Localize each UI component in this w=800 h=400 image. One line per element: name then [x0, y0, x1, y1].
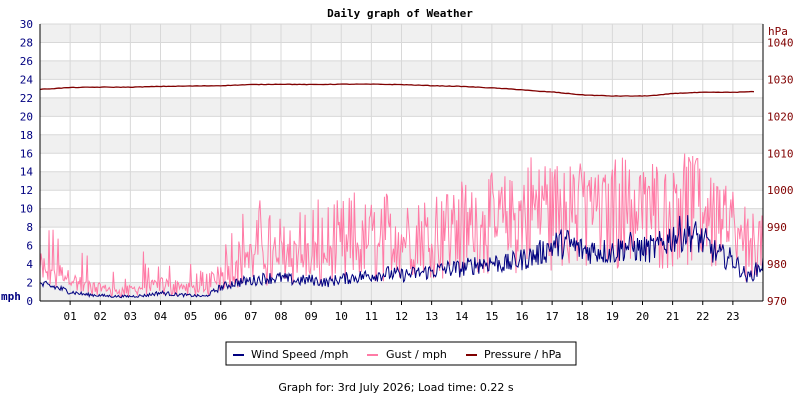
left-tick-label: 24	[20, 73, 34, 86]
x-tick-label: 13	[425, 310, 438, 323]
x-tick-label: 10	[335, 310, 348, 323]
x-axis-ticks: 01 02 03 04 05 06 07 08 09 10 11 12 13 14 15 16 17 18 19 20…	[64, 301, 740, 323]
x-tick-label: 09	[305, 310, 318, 323]
right-tick-label: 980	[767, 258, 787, 271]
legend-pressure-label: Pressure / hPa	[484, 348, 562, 361]
wind-speed-series-line	[39, 215, 764, 299]
left-tick-label: 28	[20, 36, 33, 49]
x-tick-label: 05	[184, 310, 197, 323]
x-tick-label: 14	[455, 310, 469, 323]
left-tick-label: 12	[20, 184, 33, 197]
x-tick-label: 20	[636, 310, 649, 323]
x-tick-label: 17	[546, 310, 559, 323]
x-tick-label: 16	[515, 310, 528, 323]
x-tick-label: 19	[606, 310, 619, 323]
x-tick-label: 06	[214, 310, 227, 323]
left-axis-unit-label: mph	[1, 290, 21, 303]
right-tick-label: 1030	[767, 73, 794, 86]
x-tick-label: 01	[64, 310, 77, 323]
left-tick-label: 20	[20, 110, 33, 123]
right-tick-label: 1040	[767, 36, 794, 49]
left-tick-label: 22	[20, 92, 33, 105]
x-tick-label: 18	[576, 310, 589, 323]
left-tick-label: 14	[20, 166, 34, 179]
x-tick-label: 21	[666, 310, 679, 323]
left-tick-label: 30	[20, 18, 33, 31]
right-tick-label: 970	[767, 295, 787, 308]
legend-box	[225, 341, 577, 366]
x-tick-label: 03	[124, 310, 137, 323]
left-tick-label: 6	[26, 240, 33, 253]
left-tick-label: 16	[20, 147, 33, 160]
right-axis-ticks: 970 980 990 1000 1010 1020 1030 1040	[767, 36, 794, 308]
left-tick-label: 8	[26, 221, 33, 234]
left-tick-label: 18	[20, 129, 33, 142]
x-tick-label: 11	[365, 310, 378, 323]
x-tick-label: 23	[726, 310, 739, 323]
x-tick-label: 22	[696, 310, 709, 323]
left-tick-label: 4	[26, 258, 33, 271]
legend-gust-label: Gust / mph	[386, 348, 447, 361]
x-tick-label: 07	[244, 310, 257, 323]
legend-wind-label: Wind Speed /mph	[251, 348, 349, 361]
footer-text: Graph for: 3rd July 2026; Load time: 0.2…	[278, 381, 514, 394]
right-tick-label: 990	[767, 221, 787, 234]
right-tick-label: 1000	[767, 184, 794, 197]
series-layer	[39, 83, 764, 299]
gust-series-line	[39, 153, 764, 298]
x-tick-label: 12	[395, 310, 408, 323]
left-tick-label: 2	[26, 277, 33, 290]
legend: Wind Speed /mph Gust / mph Pressure / hP…	[225, 341, 577, 366]
x-tick-label: 02	[94, 310, 107, 323]
x-tick-label: 08	[274, 310, 287, 323]
left-tick-label: 0	[26, 295, 33, 308]
chart-title: Daily graph of Weather	[327, 7, 473, 20]
left-tick-label: 10	[20, 203, 33, 216]
right-tick-label: 1010	[767, 147, 794, 160]
left-tick-label: 26	[20, 55, 33, 68]
right-axis-unit-label: hPa	[768, 25, 788, 38]
right-tick-label: 1020	[767, 110, 794, 123]
x-tick-label: 04	[154, 310, 168, 323]
x-tick-label: 15	[485, 310, 498, 323]
pressure-series-line	[39, 83, 755, 97]
